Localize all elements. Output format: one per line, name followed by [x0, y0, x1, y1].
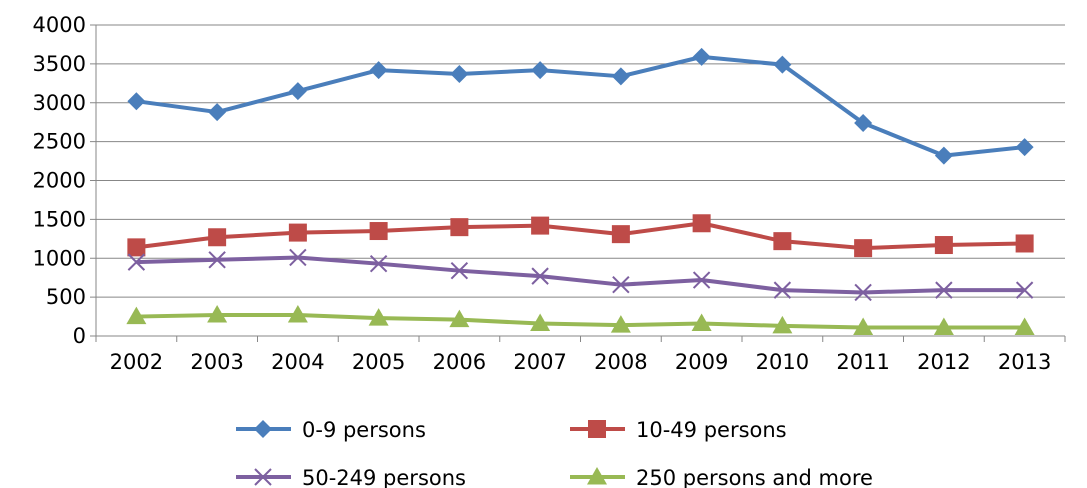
- x-tick-label: 2011: [836, 350, 889, 374]
- data-point: [773, 232, 792, 251]
- data-point: [853, 317, 874, 335]
- data-point: [208, 228, 227, 247]
- data-point: [368, 308, 389, 326]
- data-point: [531, 267, 549, 285]
- series-layer: [126, 47, 1035, 335]
- data-point: [369, 222, 388, 241]
- x-tick-label: 2010: [756, 350, 809, 374]
- data-point: [127, 92, 146, 111]
- y-tick-label: 4000: [33, 13, 86, 37]
- grid-layer: [96, 24, 1065, 298]
- data-point: [934, 236, 953, 255]
- x-tick-label: 2003: [190, 350, 243, 374]
- data-point: [208, 251, 226, 269]
- data-point: [287, 305, 308, 323]
- data-point: [127, 253, 146, 271]
- data-point: [854, 283, 872, 302]
- legend-label: 0-9 persons: [302, 418, 426, 442]
- data-point: [610, 315, 631, 333]
- data-point: [1015, 138, 1034, 157]
- data-point: [369, 254, 388, 273]
- data-point: [530, 313, 551, 332]
- data-point: [933, 317, 954, 335]
- legend-label: 10-49 persons: [636, 418, 787, 442]
- data-point: [691, 313, 712, 332]
- data-point: [450, 64, 469, 83]
- x-tick-label: 2007: [513, 350, 566, 374]
- x-tick-label: 2004: [271, 350, 324, 374]
- legend-marker: [587, 467, 607, 485]
- data-point: [935, 281, 953, 299]
- x-tick-label: 2005: [352, 350, 405, 374]
- data-point: [289, 248, 307, 267]
- legend-item: 250 persons and more: [570, 466, 873, 488]
- y-tick-label: 1500: [33, 207, 86, 231]
- data-point: [207, 305, 228, 323]
- y-tick-label: 500: [46, 285, 86, 309]
- data-point: [692, 47, 711, 66]
- data-point: [854, 239, 873, 258]
- data-point: [934, 146, 953, 165]
- legend-item: 50-249 persons: [236, 466, 466, 488]
- data-point: [127, 238, 146, 257]
- legend-item: 0-9 persons: [236, 418, 426, 442]
- data-point: [531, 61, 550, 80]
- legend-label: 50-249 persons: [302, 466, 466, 488]
- legend-marker: [588, 420, 606, 438]
- legend-marker: [254, 468, 272, 486]
- legend: 0-9 persons 10-49 persons 50-249 persons 25…: [236, 418, 873, 488]
- data-point: [611, 225, 630, 244]
- data-point: [369, 61, 388, 80]
- data-point: [1015, 281, 1034, 299]
- axis-layer: 0 500 1000 1500 2000 2500 3000 3500 4000 2002 2003…: [33, 13, 1066, 374]
- x-tick-label: 2006: [433, 350, 486, 374]
- data-point: [772, 315, 793, 334]
- series-line: [136, 221, 1025, 251]
- series-3: [126, 305, 1035, 335]
- data-point: [773, 281, 792, 299]
- y-tick-label: 3000: [33, 91, 86, 115]
- data-point: [1015, 234, 1034, 253]
- data-point: [531, 216, 550, 235]
- data-point: [1014, 317, 1035, 335]
- series-0: [127, 47, 1034, 165]
- legend-label: 250 persons and more: [636, 466, 873, 488]
- y-tick-label: 3500: [33, 52, 86, 76]
- x-tick-label: 2012: [917, 350, 970, 374]
- series-line: [136, 313, 1025, 330]
- data-point: [126, 306, 147, 325]
- x-tick-label: 2009: [675, 350, 728, 374]
- x-tick-label: 2013: [998, 350, 1051, 374]
- data-point: [288, 82, 307, 101]
- data-point: [692, 214, 711, 233]
- data-point: [449, 309, 470, 328]
- x-tick-label: 2002: [110, 350, 163, 374]
- series-2: [127, 248, 1034, 302]
- series-line: [136, 255, 1025, 295]
- y-tick-label: 1000: [33, 246, 86, 270]
- data-point: [612, 275, 630, 294]
- legend-marker: [254, 420, 272, 438]
- y-tick-label: 2000: [33, 169, 86, 193]
- data-point: [288, 223, 307, 242]
- data-point: [208, 103, 227, 122]
- series-line: [136, 54, 1025, 158]
- x-tick-label: 2008: [594, 350, 647, 374]
- data-point: [773, 55, 792, 74]
- data-point: [611, 67, 630, 86]
- legend-item: 10-49 persons: [570, 418, 787, 442]
- data-point: [450, 218, 469, 237]
- y-tick-label: 2500: [33, 130, 86, 154]
- data-point: [854, 113, 873, 132]
- data-point: [692, 271, 711, 289]
- y-tick-label: 0: [73, 324, 86, 348]
- data-point: [450, 261, 469, 280]
- series-1: [127, 214, 1034, 258]
